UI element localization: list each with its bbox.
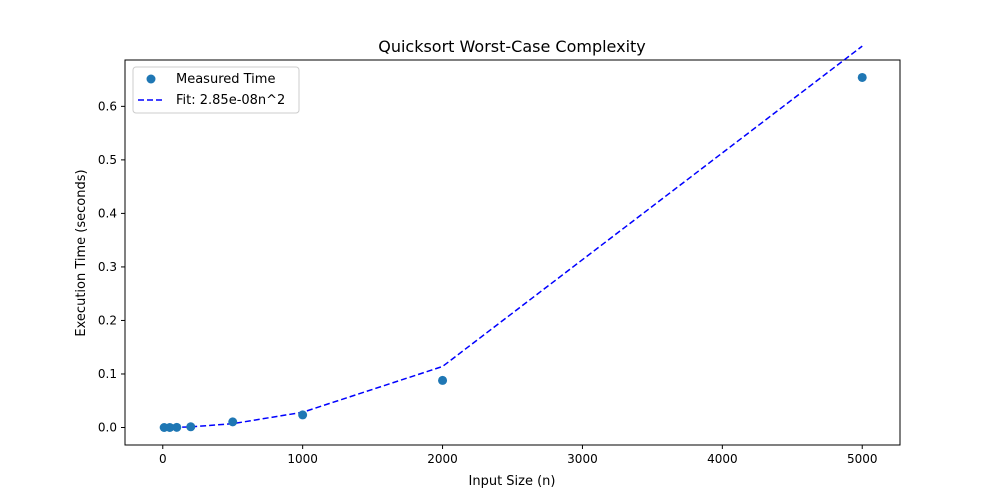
x-axis-label: Input Size (n) [469, 474, 556, 489]
x-tick-label: 1000 [287, 452, 318, 466]
y-tick-label: 0.1 [98, 367, 117, 381]
legend-label: Measured Time [176, 72, 275, 87]
legend: Measured Time Fit: 2.85e-08n^2 [132, 66, 300, 114]
data-point [438, 375, 448, 385]
legend-scatter-marker [146, 74, 156, 84]
chart-title: Quicksort Worst-Case Complexity [378, 37, 646, 56]
data-point [172, 422, 182, 432]
data-point [186, 422, 196, 432]
x-tick-label: 5000 [847, 452, 878, 466]
plot-area: 0 1000 2000 3000 4000 5000 0.0 0.1 0.2 0.3 0.4 0.5 0… [98, 45, 901, 466]
data-point [228, 417, 238, 427]
x-tick-label: 3000 [567, 452, 598, 466]
x-tick-label: 0 [159, 452, 167, 466]
y-tick-label: 0.6 [98, 99, 117, 113]
data-point [857, 72, 867, 82]
x-tick-label: 4000 [707, 452, 738, 466]
fit-line [164, 45, 863, 429]
y-tick-label: 0.3 [98, 260, 117, 274]
data-point [165, 422, 175, 432]
y-tick-label: 0.2 [98, 313, 117, 327]
y-tick-label: 0.0 [98, 420, 117, 434]
data-point [298, 410, 308, 420]
y-tick-label: 0.5 [98, 153, 117, 167]
axes-frame [124, 59, 901, 446]
legend-box [132, 66, 300, 114]
y-tick-label: 0.4 [98, 206, 117, 220]
x-tick-label: 2000 [427, 452, 458, 466]
y-axis-label: Execution Time (seconds) [74, 169, 89, 336]
legend-label: Fit: 2.85e-08n^2 [176, 93, 285, 108]
